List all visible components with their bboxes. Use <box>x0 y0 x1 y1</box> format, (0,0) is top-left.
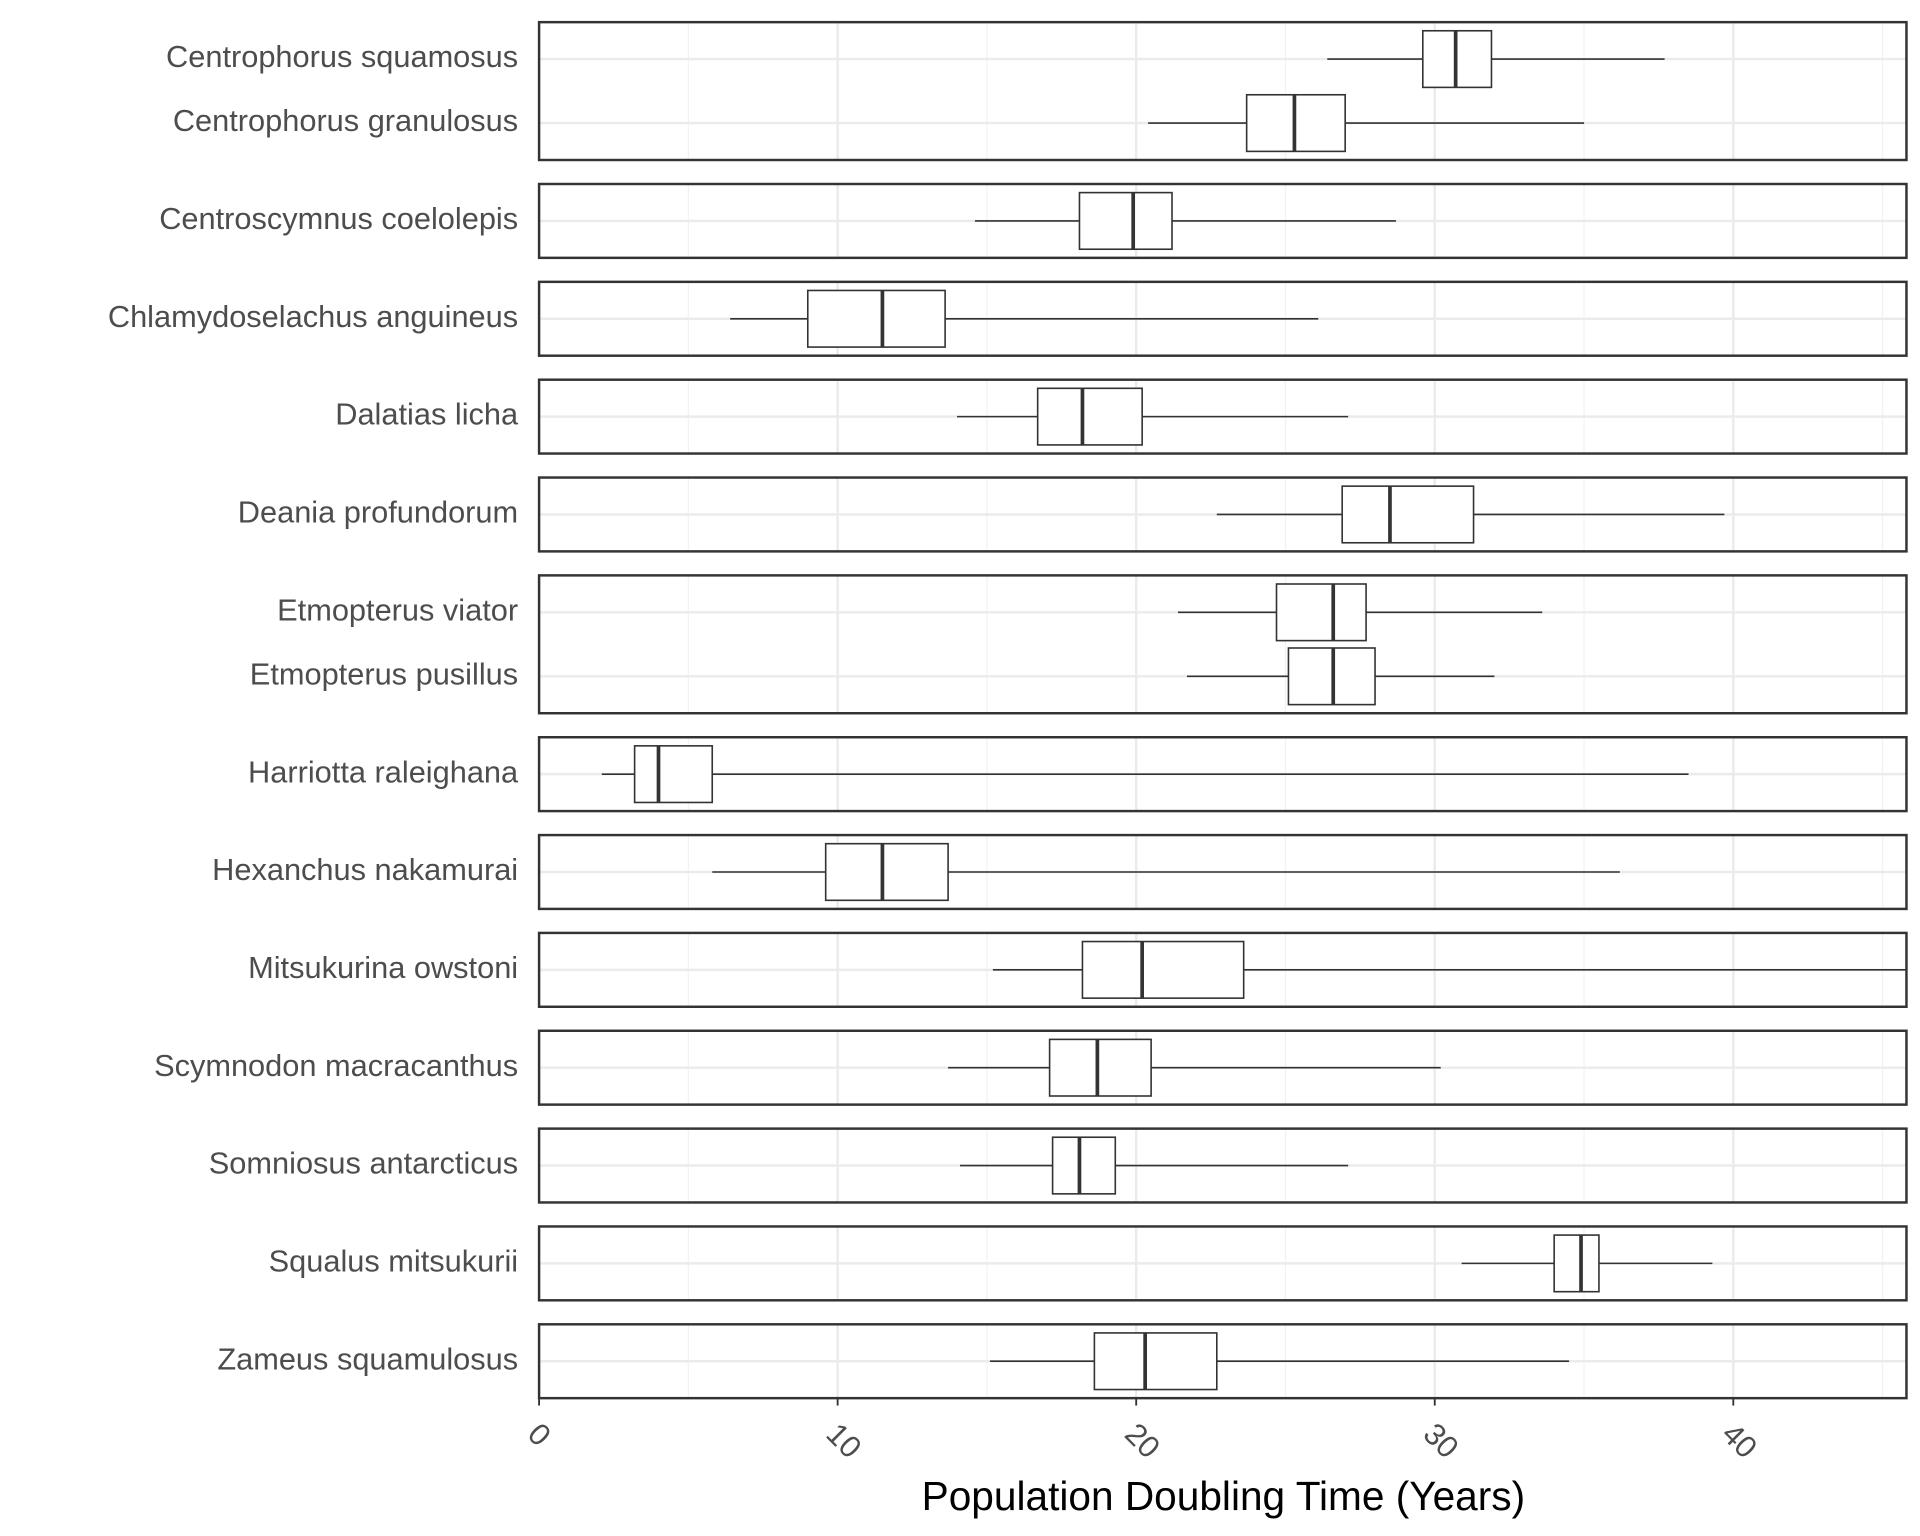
panel-border <box>537 182 1908 260</box>
panel-border <box>537 1127 1908 1204</box>
x-tick-label: 30 <box>1417 1416 1466 1465</box>
x-tick-label: 40 <box>1715 1416 1764 1465</box>
y-tick-label: Dalatias licha <box>335 397 519 432</box>
y-tick-label: Centrophorus granulosus <box>173 103 518 138</box>
x-tick-label: 10 <box>820 1416 869 1465</box>
panel-border <box>537 736 1908 813</box>
y-tick-label: Somniosus antarcticus <box>209 1146 518 1181</box>
panel-border <box>537 1225 1908 1302</box>
panel-border <box>537 378 1908 455</box>
box <box>1051 1136 1117 1195</box>
y-tick-label: Centrophorus squamosus <box>166 39 518 74</box>
x-tick-label: 20 <box>1118 1416 1167 1465</box>
panel-border <box>537 1323 1908 1400</box>
panel-border <box>537 20 1908 162</box>
box <box>1036 387 1143 446</box>
y-tick-label: Etmopterus viator <box>277 592 518 627</box>
box <box>806 289 946 348</box>
y-tick-label: Centroscymnus coelolepis <box>159 201 518 236</box>
box <box>1553 1234 1600 1293</box>
y-tick-label: Hexanchus nakamurai <box>212 852 518 887</box>
panel-border <box>537 476 1908 553</box>
y-tick-label: Scymnodon macracanthus <box>154 1048 518 1083</box>
panel-border <box>537 574 1908 715</box>
box <box>1093 1332 1218 1391</box>
panel-border <box>537 931 1908 1009</box>
panel-border <box>537 1029 1908 1106</box>
box <box>1078 191 1173 251</box>
x-tick-label: 0 <box>521 1416 558 1453</box>
y-tick-label: Mitsukurina owstoni <box>248 950 518 985</box>
panel-border <box>537 280 1908 357</box>
box <box>1048 1038 1152 1097</box>
y-tick-label: Zameus squamulosus <box>217 1341 518 1376</box>
x-axis-title: Population Doubling Time (Years) <box>922 1473 1525 1519</box>
box <box>1081 940 1245 999</box>
box <box>1275 583 1367 642</box>
y-tick-label: Harriotta raleighana <box>248 754 519 789</box>
y-tick-label: Etmopterus pusillus <box>250 656 518 691</box>
box <box>633 745 714 804</box>
y-tick-label: Deania profundorum <box>238 495 518 530</box>
panel-border <box>537 833 1908 911</box>
y-tick-label: Squalus mitsukurii <box>269 1244 519 1279</box>
y-tick-label: Chlamydoselachus anguineus <box>108 299 518 334</box>
box <box>824 842 949 902</box>
box <box>1341 485 1475 544</box>
